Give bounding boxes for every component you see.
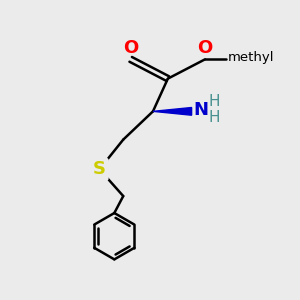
Text: S: S (93, 160, 106, 178)
Text: H: H (209, 110, 220, 125)
Text: methyl: methyl (228, 51, 275, 64)
Text: N: N (193, 101, 208, 119)
Polygon shape (153, 107, 192, 115)
Text: O: O (123, 39, 138, 57)
Text: H: H (209, 94, 220, 110)
Text: O: O (197, 39, 213, 57)
